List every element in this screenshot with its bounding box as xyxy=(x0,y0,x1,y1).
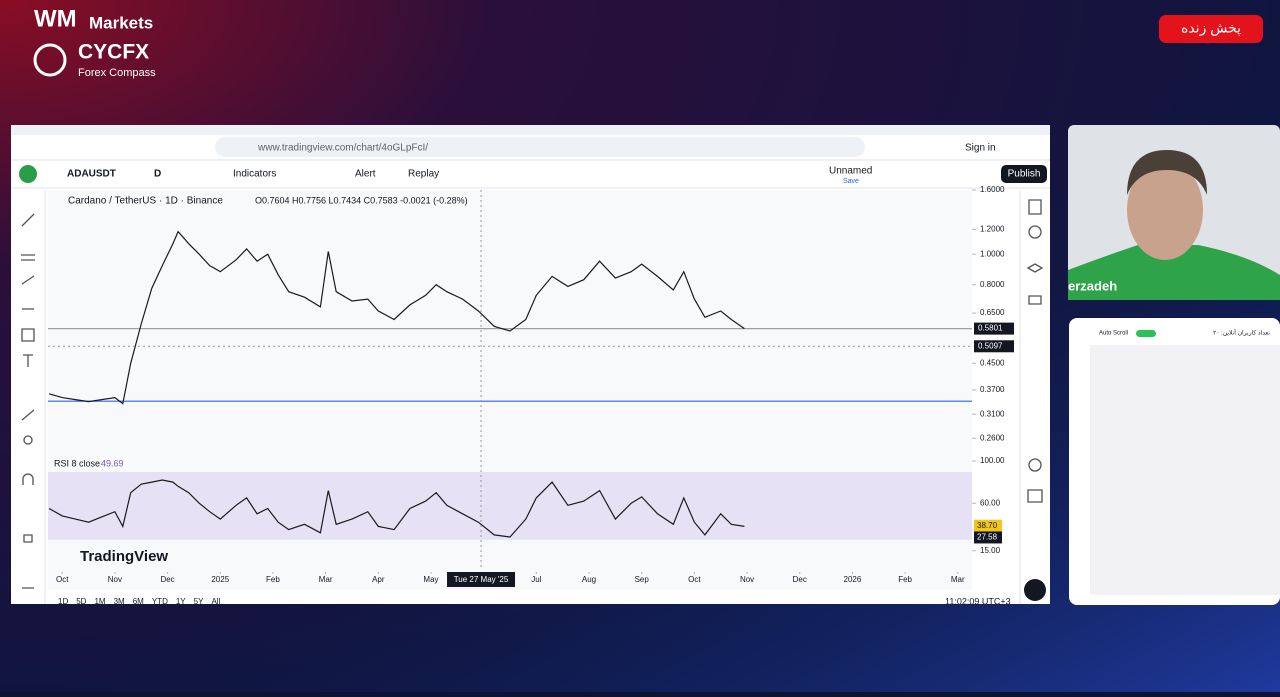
drawing-tools[interactable] xyxy=(21,213,35,589)
x-tick-label: Jul xyxy=(531,575,541,584)
range-button[interactable]: 1Y xyxy=(176,597,186,606)
rsi-marker-box xyxy=(974,519,1002,532)
alert[interactable]: Alert xyxy=(355,169,376,180)
chat-body xyxy=(1090,345,1280,595)
x-tick-label: Aug xyxy=(582,575,596,584)
y-tick-label: 1.6000 xyxy=(980,185,1005,194)
x-tick-label: Dec xyxy=(160,575,174,584)
x-tick-label: Mar xyxy=(319,575,333,584)
live-button[interactable] xyxy=(1159,15,1263,43)
address-bar[interactable] xyxy=(215,137,865,157)
interval[interactable]: D xyxy=(154,169,161,180)
rsi-band xyxy=(48,472,972,540)
crosshair-price: 0.5097 xyxy=(978,341,1003,350)
price-line xyxy=(48,479,745,538)
range-button[interactable]: All xyxy=(211,597,220,606)
y-tick-label: 0.3700 xyxy=(980,385,1005,394)
y-tick-label: 0.6500 xyxy=(980,308,1005,317)
avatar[interactable] xyxy=(19,165,37,183)
online-users: تعداد کاربران آنلاین: ۲۰ xyxy=(1213,329,1270,337)
y-tick-label: 1.2000 xyxy=(980,224,1005,233)
rsi-marker: 27.58 xyxy=(977,533,998,542)
rsi-title: RSI 8 close xyxy=(54,458,100,468)
x-tick-label: Feb xyxy=(898,575,912,584)
layout-status: Save xyxy=(843,178,859,185)
price-line xyxy=(48,230,745,405)
clock: 11:02:09 UTC+3 xyxy=(945,596,1011,606)
x-tick-label: 2025 xyxy=(211,575,229,584)
x-tick-label: Nov xyxy=(108,575,122,584)
ohlc: O0.7604 H0.7756 L0.7434 C0.7583 -0.0021 … xyxy=(255,195,468,205)
y-tick-label: 0.8000 xyxy=(980,280,1005,289)
x-tick-label: Nov xyxy=(740,575,754,584)
live-label: پخش زنده xyxy=(1181,20,1241,37)
webcam-person xyxy=(1127,160,1203,260)
sign-in[interactable]: Sign in xyxy=(965,143,996,154)
tab-strip xyxy=(11,125,1050,135)
auto-scroll[interactable]: Auto Scroll xyxy=(1099,331,1128,337)
x-tick-label: 2026 xyxy=(844,575,862,584)
url: www.tradingview.com/chart/4oGLpFcI/ xyxy=(257,143,428,154)
crosshair-price-box xyxy=(974,340,1014,353)
rsi-tick-label: 15.00 xyxy=(980,546,1001,555)
webcam-name: erzadeh xyxy=(1068,278,1117,293)
x-tick-label: Oct xyxy=(56,575,69,584)
crosshair-x-label: Tue 27 May '25 xyxy=(454,575,509,584)
x-tick-label: Feb xyxy=(266,575,280,584)
range-button[interactable]: 5Y xyxy=(194,597,204,606)
toggle[interactable] xyxy=(1136,330,1156,337)
range-button[interactable]: 5D xyxy=(76,597,86,606)
x-tick-label: Dec xyxy=(793,575,807,584)
logo-tagline: Forex Compass xyxy=(78,67,156,79)
watermark: TradingView xyxy=(80,548,168,565)
webcam-person xyxy=(1068,245,1280,300)
indicators[interactable]: Indicators xyxy=(233,169,276,180)
grid-button[interactable] xyxy=(1024,579,1046,601)
logo-name: CYCFX xyxy=(78,41,149,64)
rsi-tick-label: 100.00 xyxy=(980,456,1005,465)
side-tools[interactable] xyxy=(1026,199,1044,503)
x-tick-label: Oct xyxy=(688,575,701,584)
chart-title: Cardano / TetherUS · 1D · Binance xyxy=(68,196,223,207)
webcam-person xyxy=(1127,150,1207,195)
y-tick-label: 1.0000 xyxy=(980,249,1005,258)
logo-mark: WM xyxy=(34,5,77,32)
rsi-tick-label: 60.00 xyxy=(980,498,1001,507)
x-tick-label: May xyxy=(423,575,438,584)
range-button[interactable]: 1M xyxy=(94,597,105,606)
range-button[interactable]: 1D xyxy=(58,597,68,606)
x-tick-label: Apr xyxy=(372,575,385,584)
x-tick-label: Sep xyxy=(635,575,650,584)
logo-brand: Markets xyxy=(89,13,153,32)
range-button[interactable]: YTD xyxy=(152,597,168,606)
publish-button[interactable] xyxy=(1001,165,1047,183)
rsi-last: 49.69 xyxy=(101,458,124,468)
crosshair-x-box xyxy=(447,572,516,587)
x-tick-label: Mar xyxy=(951,575,965,584)
range-button[interactable]: 3M xyxy=(114,597,125,606)
rsi-marker-box xyxy=(974,531,1002,544)
rsi-marker: 38.70 xyxy=(977,521,998,530)
y-tick-label: 0.4500 xyxy=(980,358,1005,367)
publish: Publish xyxy=(1008,169,1041,180)
range-button[interactable]: 6M xyxy=(133,597,144,606)
logo-icon xyxy=(33,43,67,77)
current-price: 0.5801 xyxy=(978,324,1003,333)
layout-name[interactable]: Unnamed xyxy=(829,166,872,177)
y-tick-label: 0.3100 xyxy=(980,409,1005,418)
replay[interactable]: Replay xyxy=(408,169,439,180)
y-tick-label: 0.2600 xyxy=(980,433,1005,442)
current-price-box xyxy=(974,322,1014,335)
symbol[interactable]: ADAUSDT xyxy=(67,169,116,180)
